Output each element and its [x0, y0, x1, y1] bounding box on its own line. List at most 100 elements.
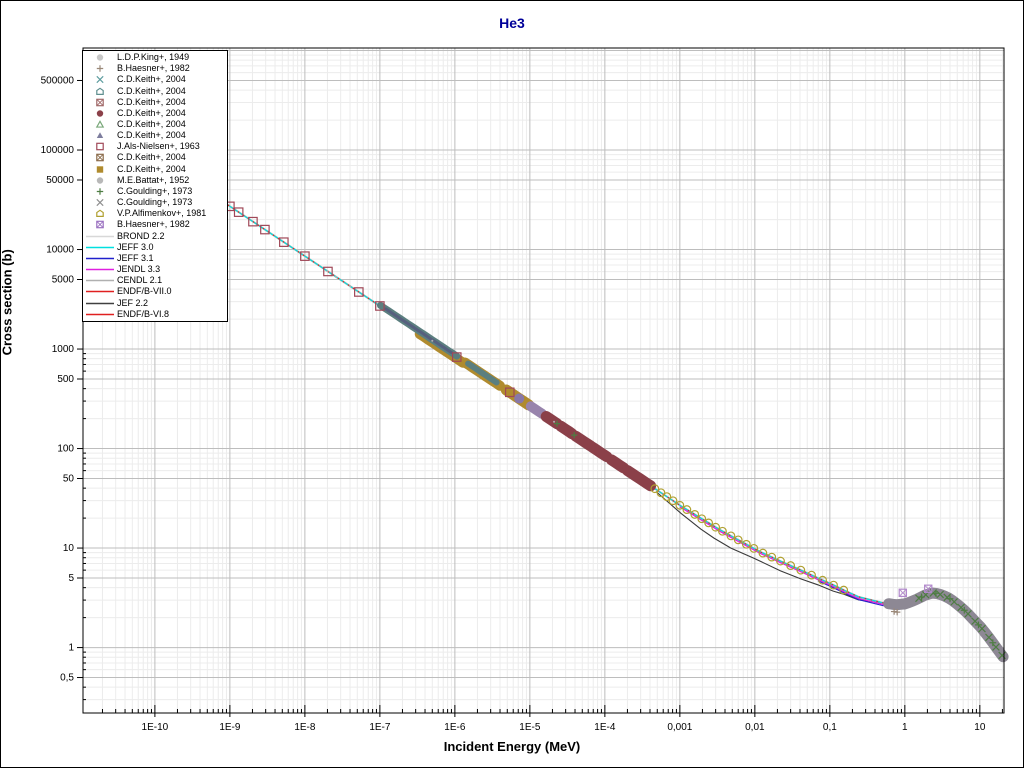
svg-text:1E-4: 1E-4 [594, 722, 616, 733]
legend-item-label: M.E.Battat+, 1952 [117, 174, 190, 185]
experimental-bands [377, 301, 1009, 663]
legend-item: C.D.Keith+, 2004 [83, 130, 227, 141]
legend-item: C.D.Keith+, 2004 [83, 97, 227, 108]
svg-text:1E-6: 1E-6 [444, 722, 466, 733]
legend-cross-icon [96, 76, 104, 84]
legend-plus-icon [96, 65, 104, 72]
legend-item-label: ENDF/B-VII.0 [117, 286, 172, 297]
svg-text:1E-8: 1E-8 [294, 722, 316, 733]
legend-item: B.Haesner+, 1982 [83, 219, 227, 230]
svg-text:100: 100 [57, 444, 74, 455]
legend-item-label: BROND 2.2 [117, 230, 165, 241]
legend-item: ENDF/B-VI.8 [83, 309, 227, 320]
y-axis-title: Cross section (b) [0, 249, 15, 356]
svg-text:1E-10: 1E-10 [142, 722, 169, 733]
legend-item-label: C.D.Keith+, 2004 [117, 152, 186, 163]
svg-text:1E-5: 1E-5 [519, 722, 541, 733]
legend-item: JEFF 3.0 [83, 242, 227, 253]
svg-text:1E-7: 1E-7 [369, 722, 391, 733]
legend-item: BROND 2.2 [83, 231, 227, 242]
legend-pentagon-open-icon [96, 209, 104, 218]
legend-item-label: C.D.Keith+, 2004 [117, 107, 186, 118]
legend-item-label: ENDF/B-VI.8 [117, 308, 170, 319]
svg-text:1: 1 [902, 722, 908, 733]
legend-item-label: C.Goulding+, 1973 [117, 197, 193, 208]
svg-text:1000: 1000 [52, 344, 75, 355]
experimental-markers [225, 201, 1006, 660]
svg-text:0,1: 0,1 [823, 722, 837, 733]
legend-item-label: CENDL 2.1 [117, 275, 163, 286]
svg-text:10000: 10000 [46, 245, 74, 256]
legend-item: J.Als-Nielsen+, 1963 [83, 141, 227, 152]
legend-item-label: J.Als-Nielsen+, 1963 [117, 141, 200, 152]
legend-line-icon [86, 291, 114, 293]
legend-item-label: C.D.Keith+, 2004 [117, 163, 186, 174]
legend-item-label: C.D.Keith+, 2004 [117, 96, 186, 107]
legend-square-crossed-icon [96, 98, 104, 107]
legend-item: C.Goulding+, 1973 [83, 186, 227, 197]
legend-item: C.D.Keith+, 2004 [83, 119, 227, 130]
legend-item-label: C.D.Keith+, 2004 [117, 119, 186, 130]
cluster-band [465, 360, 500, 386]
svg-text:1: 1 [68, 643, 74, 654]
legend-square-open-icon [96, 143, 104, 151]
legend-item: ENDF/B-VII.0 [83, 286, 227, 297]
legend-item-label: L.D.P.King+, 1949 [117, 52, 190, 63]
legend-circle-filled-icon [96, 110, 104, 117]
legend-item-label: JENDL 3.3 [117, 264, 161, 275]
legend-item: M.E.Battat+, 1952 [83, 175, 227, 186]
legend-item-label: JEF 2.2 [117, 297, 149, 308]
legend-triangle-filled-icon [96, 132, 104, 139]
legend-item-label: V.P.Alfimenkov+, 1981 [117, 208, 207, 219]
plot-border [82, 47, 1005, 714]
cluster-band [525, 401, 547, 419]
svg-text:5000: 5000 [52, 274, 75, 285]
legend-line-icon [86, 257, 114, 260]
svg-text:10: 10 [974, 722, 986, 733]
svg-text:0,001: 0,001 [667, 722, 692, 733]
legend-dot-icon [96, 54, 104, 61]
legend-item-label: B.Haesner+, 1982 [117, 219, 190, 230]
cluster-band [555, 420, 578, 440]
cluster-band [540, 411, 563, 430]
legend-box: L.D.P.King+, 1949 B.Haesner+, 1982 C.D.Kei… [82, 50, 228, 322]
legend-line-icon [86, 268, 114, 271]
legend-item-label: C.D.Keith+, 2004 [117, 85, 186, 96]
legend-item: JEFF 3.1 [83, 253, 227, 264]
legend-square-filled-icon [96, 165, 104, 173]
legend-item-label: C.Goulding+, 1973 [117, 185, 193, 196]
legend-item-label: JEFF 3.1 [117, 252, 154, 263]
legend-line-icon [86, 313, 114, 315]
legend-item: JENDL 3.3 [83, 264, 227, 275]
legend-triangle-open-icon [95, 120, 105, 128]
cluster-band [384, 307, 453, 354]
legend-square-crossed-icon [96, 154, 104, 162]
svg-text:0,01: 0,01 [745, 722, 765, 733]
svg-text:0,5: 0,5 [60, 673, 74, 684]
legend-item: C.D.Keith+, 2004 [83, 152, 227, 163]
legend-item: C.D.Keith+, 2004 [83, 74, 227, 85]
axis-tick-labels: 1E-10 1E-9 1E-8 1E-7 1E-6 1E-5 1E-4 0,001 0,01 0,… [41, 75, 986, 733]
legend-item: C.D.Keith+, 2004 [83, 108, 227, 119]
legend-line-icon [86, 280, 114, 282]
legend-item-label: JEFF 3.0 [117, 241, 154, 252]
major-gridlines [83, 48, 1004, 713]
legend-item: B.Haesner+, 1982 [83, 63, 227, 74]
cluster-band [606, 454, 630, 474]
legend-square-crossed-icon [96, 221, 104, 229]
legend-line-icon [86, 235, 114, 237]
legend-pentagon-open-icon [96, 87, 104, 95]
svg-text:5: 5 [68, 573, 74, 584]
legend-item: CENDL 2.1 [83, 275, 227, 286]
svg-text:10: 10 [63, 543, 75, 554]
legend-item: JEF 2.2 [83, 298, 227, 309]
legend-cross-icon [96, 198, 104, 207]
svg-text:50: 50 [63, 474, 75, 485]
curve-jendl [679, 506, 1004, 659]
legend-item: V.P.Alfimenkov+, 1981 [83, 208, 227, 219]
legend-line-icon [86, 246, 114, 248]
legend-item: L.D.P.King+, 1949 [83, 52, 227, 63]
legend-item-label: B.Haesner+, 1982 [117, 63, 190, 74]
